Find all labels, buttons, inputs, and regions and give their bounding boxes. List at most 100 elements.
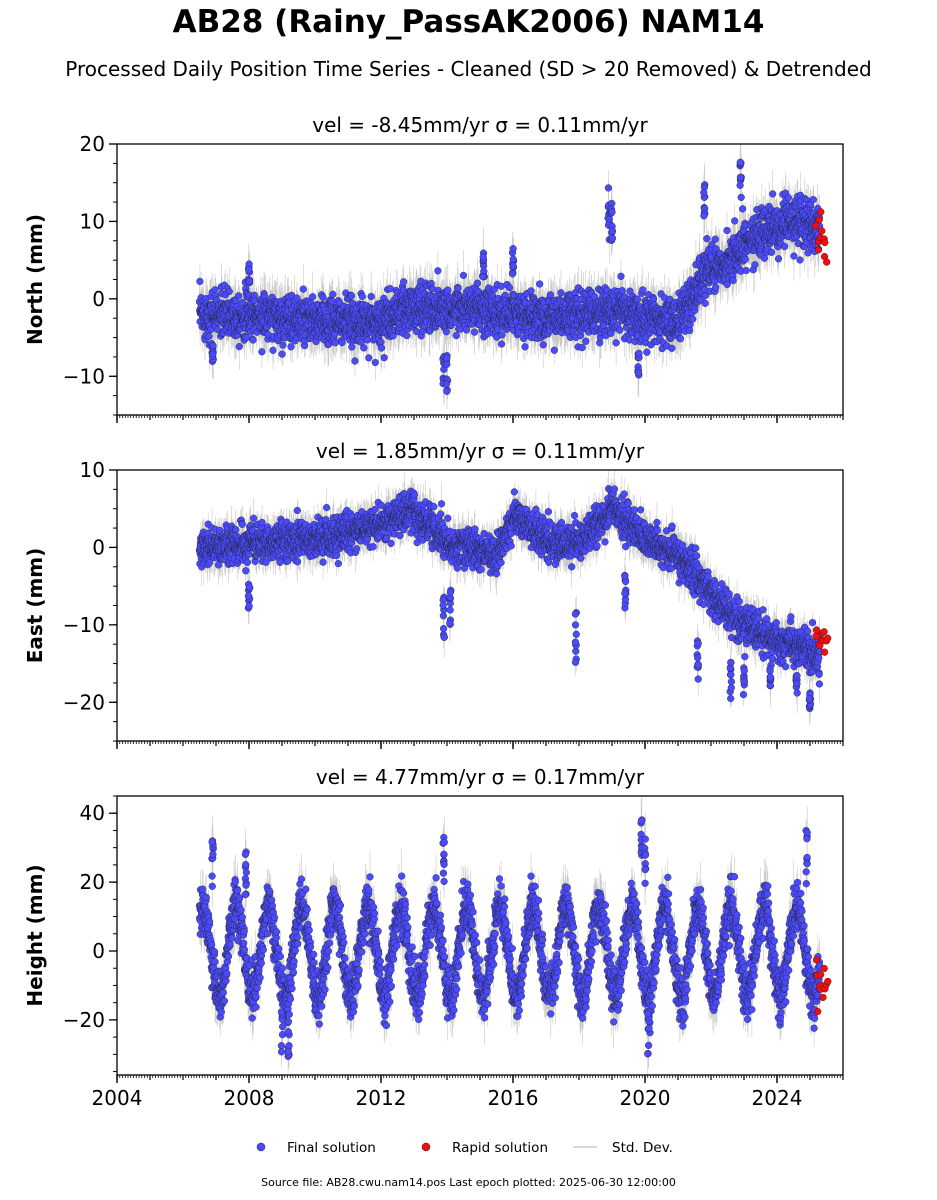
- final-point: [742, 266, 750, 275]
- final-point: [334, 559, 342, 568]
- final-point: [470, 328, 479, 336]
- final-solution-points: [195, 485, 824, 713]
- final-point: [471, 525, 479, 533]
- final-point: [689, 315, 697, 323]
- final-point: [737, 193, 745, 202]
- final-point: [249, 336, 257, 344]
- final-point: [293, 558, 302, 566]
- final-point: [444, 286, 452, 294]
- final-point: [751, 261, 759, 269]
- final-point: [352, 545, 361, 553]
- final-point: [358, 292, 366, 301]
- final-point: [712, 283, 720, 292]
- final-point: [338, 339, 346, 347]
- chart-subtitle: Processed Daily Position Time Series - C…: [65, 57, 872, 81]
- final-point: [701, 299, 709, 307]
- final-point: [700, 189, 708, 197]
- rapid-point: [823, 258, 831, 266]
- final-point: [287, 343, 295, 351]
- final-point: [738, 205, 747, 213]
- final-point: [363, 336, 372, 344]
- final-point: [635, 349, 643, 357]
- final-point: [232, 526, 240, 534]
- final-point: [403, 332, 411, 340]
- final-point: [809, 196, 817, 204]
- final-point: [245, 266, 253, 274]
- final-point: [608, 234, 617, 242]
- final-point: [612, 339, 620, 347]
- final-point: [736, 173, 745, 181]
- final-point: [235, 292, 243, 300]
- final-point: [323, 504, 331, 512]
- data-points: [195, 144, 831, 410]
- final-point: [371, 505, 379, 513]
- final-point: [309, 293, 317, 301]
- final-point: [736, 158, 744, 166]
- final-point: [676, 335, 685, 343]
- final-point: [634, 369, 643, 377]
- final-point: [332, 551, 341, 560]
- final-point: [604, 184, 613, 192]
- final-point: [196, 277, 204, 286]
- final-point: [536, 280, 544, 288]
- final-point: [462, 326, 471, 334]
- final-point: [643, 348, 651, 356]
- final-point: [780, 242, 789, 251]
- final-point: [331, 339, 339, 347]
- final-solution-points: [195, 158, 824, 395]
- final-point: [437, 510, 445, 518]
- final-point: [617, 272, 625, 280]
- final-point: [235, 343, 243, 351]
- rapid-point: [818, 227, 826, 235]
- final-point: [319, 293, 327, 301]
- final-point: [508, 270, 517, 278]
- final-point: [769, 190, 777, 198]
- final-point: [723, 226, 731, 235]
- final-point: [329, 290, 337, 299]
- final-point: [351, 357, 359, 365]
- final-point: [578, 344, 586, 352]
- final-point: [238, 520, 246, 529]
- rapid-point: [814, 246, 823, 254]
- final-point: [796, 256, 804, 264]
- final-point: [473, 279, 482, 287]
- final-point: [582, 337, 590, 345]
- final-point: [250, 514, 258, 522]
- final-point: [245, 277, 253, 285]
- final-point: [608, 208, 616, 216]
- final-point: [509, 262, 517, 270]
- final-point: [443, 354, 451, 362]
- final-point: [360, 344, 368, 352]
- final-point: [348, 343, 356, 351]
- final-point: [452, 332, 460, 340]
- final-point: [293, 294, 301, 302]
- final-point: [258, 348, 266, 356]
- final-point: [443, 387, 451, 395]
- rapid-point: [821, 238, 829, 247]
- final-point: [521, 343, 529, 351]
- final-point: [711, 235, 719, 243]
- data-points: [195, 470, 832, 726]
- rapid-point: [815, 216, 823, 224]
- final-point: [377, 344, 386, 352]
- final-point: [539, 341, 547, 349]
- final-point: [608, 227, 617, 235]
- final-point: [380, 354, 388, 362]
- final-point: [731, 217, 739, 225]
- final-point: [479, 253, 487, 261]
- final-point: [410, 491, 418, 499]
- final-point: [396, 531, 404, 540]
- final-point: [319, 558, 327, 566]
- final-point: [214, 561, 223, 569]
- final-point: [443, 360, 451, 368]
- final-point: [444, 514, 452, 522]
- final-point: [269, 346, 277, 354]
- final-point: [209, 350, 217, 358]
- final-point: [299, 285, 307, 293]
- final-point: [365, 354, 373, 362]
- final-point: [546, 291, 555, 299]
- panel-east: [109, 469, 844, 749]
- final-point: [498, 340, 506, 348]
- final-point: [509, 245, 517, 253]
- final-point: [639, 286, 647, 294]
